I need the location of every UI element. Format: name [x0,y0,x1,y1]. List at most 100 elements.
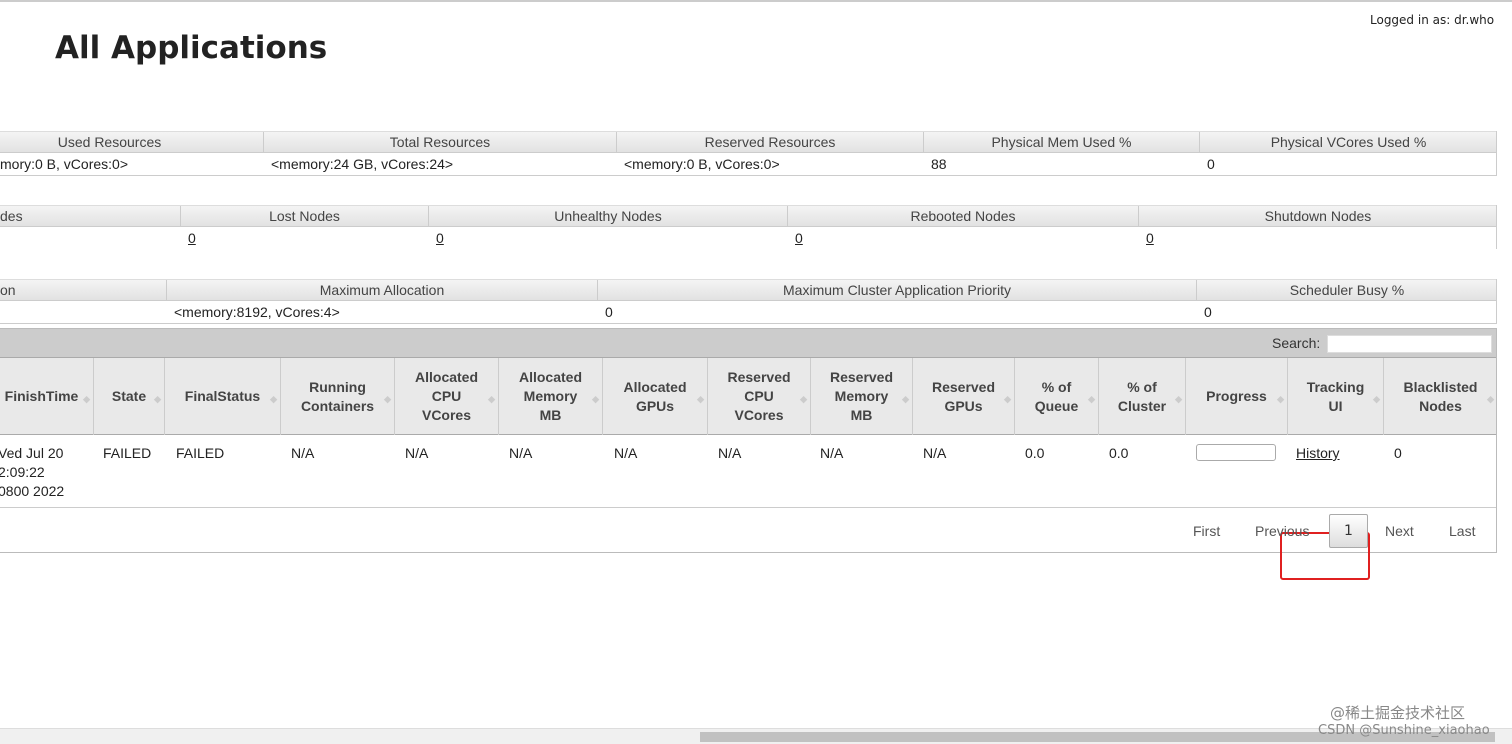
maximum-allocation-value: <memory:8192, vCores:4> [174,304,340,320]
col-label: Allocated Memory MB [518,369,582,423]
allocated-cpu: N/A [405,445,429,461]
header-lost-nodes: Lost Nodes [180,206,428,227]
sort-icon: ◆ [270,394,277,404]
header-scheduler-busy: Scheduler Busy % [1196,280,1497,301]
vertical-scrollbar[interactable] [1497,2,1512,728]
col-reserved-cpu[interactable]: Reserved CPU VCores ◆ [708,358,811,435]
running-containers: N/A [291,445,315,461]
progress-bar [1196,444,1276,461]
col-pct-queue[interactable]: % of Queue ◆ [1015,358,1099,435]
sort-icon: ◆ [83,394,90,404]
lost-nodes-value[interactable]: 0 [188,230,196,246]
highlight-box [1280,532,1370,580]
state: FAILED [103,445,152,461]
col-allocated-cpu[interactable]: Allocated CPU VCores ◆ [395,358,499,435]
allocated-gpus: N/A [614,445,638,461]
page-title: All Applications [55,30,328,66]
sort-icon: ◆ [592,394,599,404]
blacklisted-nodes: 0 [1394,445,1402,461]
sort-icon: ◆ [1088,394,1095,404]
watermark: @稀土掘金技术社区 [1330,704,1466,722]
sort-icon: ◆ [697,394,704,404]
col-label: Reserved GPUs [931,378,996,414]
sort-icon: ◆ [1277,394,1284,404]
pagination-next[interactable]: Next [1385,523,1414,539]
col-pct-cluster[interactable]: % of Cluster ◆ [1099,358,1186,435]
sort-icon: ◆ [154,394,161,404]
pagination-page-1[interactable]: 1 [1329,514,1368,548]
header-physical-mem: Physical Mem Used % [923,132,1199,153]
physical-vcores-value: 0 [1207,156,1215,172]
search-input[interactable] [1327,335,1492,353]
header-minimum-allocation: on [0,280,166,301]
col-label: Reserved CPU VCores [727,369,791,423]
final-status: FAILED [176,445,225,461]
watermark-csdn: CSDN @Sunshine_xiaohao [1318,723,1490,738]
col-reserved-gpus[interactable]: Reserved GPUs ◆ [913,358,1015,435]
header-max-priority: Maximum Cluster Application Priority [597,280,1196,301]
col-label: Running Containers [300,378,375,414]
reserved-memory: N/A [820,445,844,461]
sort-icon: ◆ [1175,394,1182,404]
applications-table: Search: FinishTime ◆ State ◆ FinalStatus ◆ … [0,328,1497,580]
total-resources-value: <memory:24 GB, vCores:24> [271,156,454,172]
col-label: FinalStatus [184,388,261,404]
unhealthy-nodes-link[interactable]: 0 [428,227,444,249]
col-finishtime[interactable]: FinishTime ◆ [0,358,94,435]
col-finalstatus[interactable]: FinalStatus ◆ [165,358,281,435]
header-nodes: des [0,206,180,227]
logged-in-user: Logged in as: dr.who [1370,13,1495,27]
col-tracking-ui[interactable]: Tracking UI ◆ [1288,358,1384,435]
scheduler-busy-value: 0 [1204,304,1212,320]
unhealthy-nodes-value[interactable]: 0 [436,230,444,246]
col-state[interactable]: State ◆ [94,358,165,435]
cluster-metrics-table: Used Resources Total Resources Reserved … [0,131,1497,176]
pagination-previous[interactable]: Previous [1255,523,1310,539]
allocated-memory: N/A [509,445,533,461]
sort-icon: ◆ [384,394,391,404]
col-label: Blacklisted Nodes [1403,378,1478,414]
pct-queue: 0.0 [1025,445,1045,461]
table-header: FinishTime ◆ State ◆ FinalStatus ◆ Running … [0,357,1496,435]
horizontal-scrollbar[interactable] [0,728,1512,744]
search-label: Search: [1272,335,1321,351]
col-running-containers[interactable]: Running Containers ◆ [281,358,395,435]
sort-icon: ◆ [1487,394,1494,404]
table-toolbar: Search: [0,329,1496,357]
col-blacklisted-nodes[interactable]: Blacklisted Nodes ◆ [1384,358,1497,435]
tracking-ui-cell[interactable]: History [1296,444,1340,463]
pagination-first[interactable]: First [1193,523,1221,539]
col-allocated-gpus[interactable]: Allocated GPUs ◆ [603,358,708,435]
reserved-cpu: N/A [718,445,742,461]
finish-time: Ved Jul 20 2:09:22 0800 2022 [0,445,65,499]
pct-cluster: 0.0 [1109,445,1129,461]
col-label: FinishTime [4,388,79,404]
header-total-resources: Total Resources [263,132,616,153]
rebooted-nodes-link[interactable]: 0 [787,227,803,249]
header-maximum-allocation: Maximum Allocation [166,280,597,301]
shutdown-nodes-value[interactable]: 0 [1146,230,1154,246]
sort-icon: ◆ [902,394,909,404]
col-progress[interactable]: Progress ◆ [1186,358,1288,435]
sort-icon: ◆ [800,394,807,404]
scrollbar-thumb[interactable] [700,732,1495,742]
max-priority-value: 0 [605,304,613,320]
node-metrics-table: des Lost Nodes Unhealthy Nodes Rebooted … [0,205,1497,249]
header-physical-vcores: Physical VCores Used % [1199,132,1497,153]
history-link[interactable]: History [1296,445,1340,461]
pagination-last[interactable]: Last [1449,523,1476,539]
header-reserved-resources: Reserved Resources [616,132,923,153]
rebooted-nodes-value[interactable]: 0 [795,230,803,246]
col-allocated-memory[interactable]: Allocated Memory MB ◆ [499,358,603,435]
shutdown-nodes-link[interactable]: 0 [1138,227,1154,249]
col-label: Reserved Memory MB [829,369,894,423]
col-label: State [111,388,147,404]
sort-icon: ◆ [1004,394,1011,404]
col-reserved-memory[interactable]: Reserved Memory MB ◆ [811,358,913,435]
lost-nodes-link[interactable]: 0 [180,227,196,249]
header-shutdown-nodes: Shutdown Nodes [1138,206,1497,227]
table-row: Ved Jul 20 2:09:22 0800 2022 FAILED FAIL… [0,435,1496,580]
scheduler-metrics-table: on Maximum Allocation Maximum Cluster Ap… [0,279,1497,324]
header-used-resources: Used Resources [0,132,263,153]
physical-mem-value: 88 [931,156,947,172]
